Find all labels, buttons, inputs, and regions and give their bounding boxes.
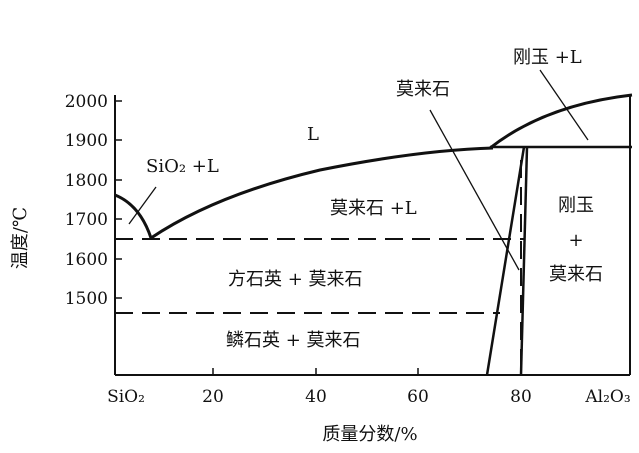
y-tick-label: 1600 — [65, 250, 108, 270]
leader-sio2-l — [128, 186, 157, 225]
region-label-cristobalite-mullite: 方石英 + 莫来石 — [228, 269, 363, 290]
leader-corundum-l — [539, 69, 589, 141]
mullite-left-boundary — [485, 146, 526, 376]
region-label-mullite-l: 莫来石 +L — [330, 198, 417, 219]
x-tick-label: 60 — [407, 387, 429, 407]
x-axis-title: 质量分数/% — [322, 424, 417, 445]
region-label-tridymite-mullite: 鳞石英 + 莫来石 — [226, 330, 361, 351]
y-axis-title: 温度/℃ — [10, 207, 31, 269]
x-tick-label: 20 — [202, 387, 224, 407]
region-label-corundum-mullite: 莫来石 — [549, 264, 603, 285]
x-tick-label: Al₂O₃ — [584, 387, 630, 407]
y-tick-label: 1900 — [65, 131, 108, 151]
region-label-corundum: 刚玉 — [558, 195, 594, 216]
region-label-plus: + — [568, 230, 583, 251]
y-tick-marks — [115, 100, 122, 299]
y-tick-label: 1800 — [65, 171, 108, 191]
x-tick-marks — [212, 368, 522, 375]
mullite-liquidus-curve — [150, 146, 494, 240]
y-tick-label: 1700 — [65, 210, 108, 230]
sio2-liquidus-curve — [114, 193, 153, 239]
mullite-right-boundary — [519, 146, 529, 376]
region-label-corundum-l: 刚玉 +L — [513, 47, 582, 68]
corundum-liquidus-curve — [489, 93, 633, 150]
y-tick-label: 2000 — [65, 92, 108, 112]
region-label-sio2-l: SiO₂ +L — [146, 156, 219, 177]
x-tick-label: 40 — [305, 387, 327, 407]
leader-mullite — [429, 109, 520, 271]
x-tick-label: 80 — [510, 387, 532, 407]
region-label-mullite: 莫来石 — [396, 79, 450, 100]
x-tick-label: SiO₂ — [107, 387, 145, 407]
y-tick-label: 1500 — [65, 289, 108, 309]
region-label-liquid: L — [307, 124, 319, 145]
